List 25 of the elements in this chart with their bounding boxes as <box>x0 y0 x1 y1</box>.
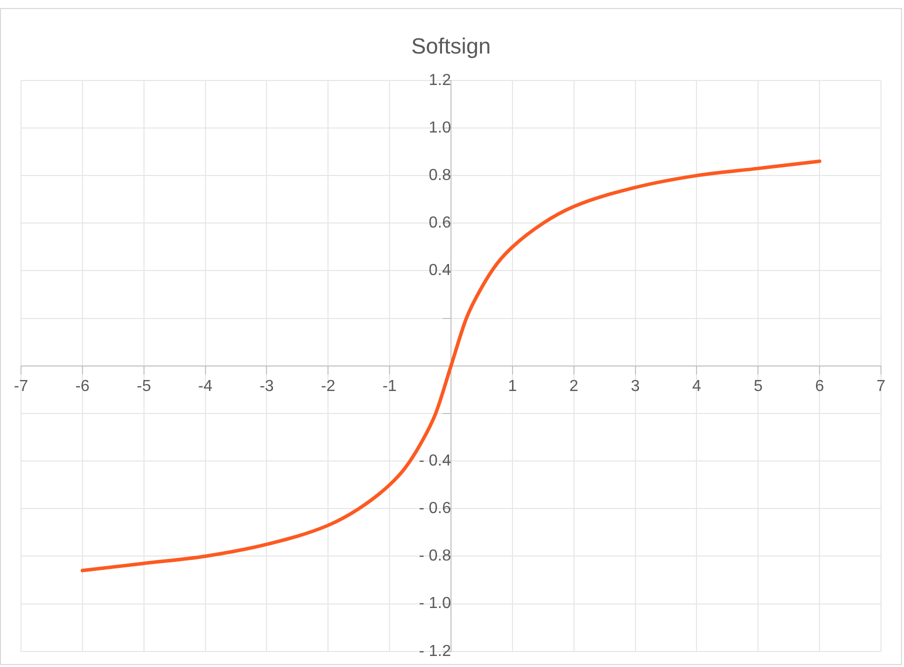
y-tick-label: 1.2 <box>428 72 452 89</box>
y-tick-label: 0.8 <box>428 166 452 184</box>
x-tick-label: -2 <box>321 378 336 395</box>
x-tick-label: -1 <box>382 378 397 395</box>
x-tick-label: 3 <box>630 378 640 395</box>
y-tick-label: - 0.8 <box>418 548 452 565</box>
y-tick-label: - 1.0 <box>418 595 452 612</box>
y-tick-label: 0.6 <box>428 214 452 232</box>
x-tick-label: -6 <box>75 378 90 395</box>
y-tick-label: - 0.6 <box>418 500 452 518</box>
y-tick-label: 0.4 <box>428 262 452 280</box>
x-tick-label: -5 <box>136 378 152 395</box>
x-tick-label: 4 <box>692 378 702 395</box>
x-tick-label: 5 <box>754 378 763 395</box>
chart-title: Softsign <box>411 33 491 58</box>
y-tick-label: 1.0 <box>428 119 452 136</box>
x-tick-label: -7 <box>14 378 28 395</box>
x-tick-label: 6 <box>815 378 824 395</box>
x-tick-label: 2 <box>569 378 578 395</box>
x-tick-label: 1 <box>508 378 517 395</box>
x-tick-label: 7 <box>876 378 886 395</box>
y-tick-label: - 1.2 <box>418 642 452 660</box>
y-tick-label: - 0.4 <box>418 452 452 470</box>
x-tick-label: -4 <box>198 378 212 395</box>
x-tick-label: -3 <box>260 378 274 395</box>
